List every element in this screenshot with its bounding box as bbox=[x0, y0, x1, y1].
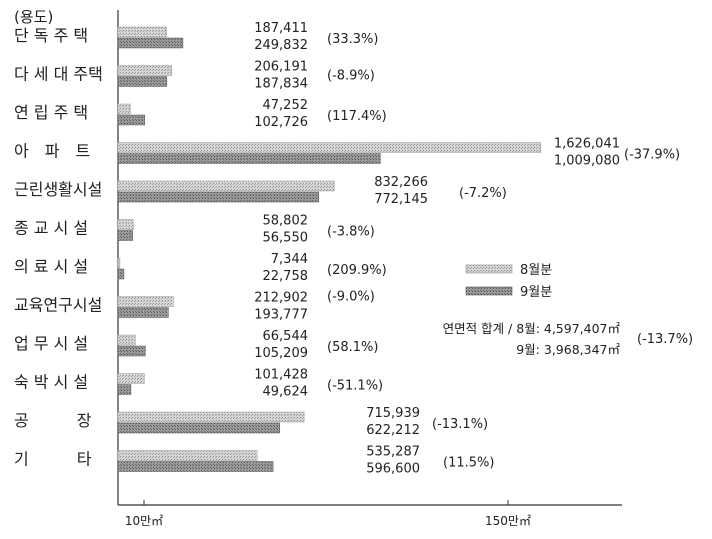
pct-change-label: (117.4%) bbox=[327, 109, 387, 124]
pct-change-label: (-37.9%) bbox=[624, 148, 680, 163]
bar-aug bbox=[117, 180, 335, 192]
category-label: 다 세 대 주택 bbox=[14, 65, 103, 84]
bar-aug bbox=[117, 103, 131, 115]
data-label-sep: 187,834 bbox=[254, 77, 308, 92]
axes: 10만㎡ 150만㎡ bbox=[117, 10, 622, 528]
bar-aug bbox=[117, 296, 174, 307]
category-label: 공 장 bbox=[14, 411, 92, 430]
data-label-sep: 56,550 bbox=[263, 231, 309, 246]
bar-sep bbox=[117, 384, 132, 395]
data-label-sep: 102,726 bbox=[254, 115, 308, 130]
bar-sep bbox=[117, 191, 320, 203]
data-label-aug: 101,428 bbox=[254, 368, 308, 383]
data-label-aug: 832,266 bbox=[374, 175, 428, 190]
bar-sep bbox=[117, 422, 281, 434]
data-label-aug: 715,939 bbox=[366, 406, 420, 421]
category-label: 기 타 bbox=[14, 450, 92, 469]
pct-change-label: (11.5%) bbox=[443, 456, 494, 471]
category-label: 아 파 트 bbox=[14, 142, 90, 161]
bar-aug bbox=[117, 65, 172, 76]
total-note-change: (-13.7%) bbox=[637, 332, 693, 347]
bars bbox=[117, 26, 542, 472]
data-label-sep: 249,832 bbox=[254, 38, 308, 53]
pct-change-label: (209.9%) bbox=[327, 263, 387, 278]
total-note-line2: 9월: 3,968,347㎡ bbox=[516, 342, 620, 357]
pct-change-label: (-8.9%) bbox=[327, 69, 375, 84]
data-label-sep: 772,145 bbox=[374, 192, 428, 207]
bar-aug bbox=[117, 450, 258, 461]
bar-sep bbox=[117, 114, 145, 126]
bar-aug bbox=[117, 142, 542, 153]
bar-aug bbox=[117, 26, 167, 38]
bar-sep bbox=[117, 230, 133, 241]
labels: 단 독 주 택 187,411 249,832 (33.3%) 다 세 대 주택 206,… bbox=[14, 21, 680, 477]
bar-sep bbox=[117, 307, 169, 318]
legend-label-aug: 8월분 bbox=[520, 263, 552, 278]
data-label-sep: 105,209 bbox=[254, 346, 308, 361]
bar-sep bbox=[117, 345, 146, 357]
category-label: 단 독 주 택 bbox=[14, 26, 88, 45]
data-label-sep: 622,212 bbox=[366, 423, 420, 438]
pct-change-label: (33.3%) bbox=[327, 32, 378, 47]
data-label-sep: 1,009,080 bbox=[554, 154, 620, 169]
legend-label-sep: 9월분 bbox=[520, 285, 552, 300]
category-label: 숙 박 시 설 bbox=[14, 373, 88, 392]
pct-change-label: (-3.8%) bbox=[327, 225, 375, 240]
data-label-aug: 58,802 bbox=[263, 214, 309, 229]
total-note-line1: 연면적 합계 / 8월: 4,597,407㎡ bbox=[443, 321, 621, 336]
data-label-aug: 187,411 bbox=[254, 21, 308, 36]
data-label-aug: 206,191 bbox=[254, 60, 308, 75]
data-label-sep: 596,600 bbox=[366, 462, 420, 477]
data-label-aug: 7,344 bbox=[271, 252, 308, 267]
bar-aug bbox=[117, 411, 305, 423]
data-label-aug: 535,287 bbox=[366, 445, 420, 460]
category-label: 교육연구시설 bbox=[14, 296, 102, 315]
legend-swatch-aug bbox=[465, 264, 513, 274]
category-label: 근린생활시설 bbox=[14, 180, 102, 199]
bar-aug bbox=[117, 334, 136, 346]
pct-change-label: (-9.0%) bbox=[327, 290, 375, 305]
bar-sep bbox=[117, 76, 168, 87]
legend-swatch-sep bbox=[465, 286, 513, 296]
data-label-aug: 212,902 bbox=[254, 291, 308, 306]
category-label: 의 료 시 설 bbox=[14, 257, 88, 276]
data-label-aug: 47,252 bbox=[263, 98, 309, 113]
data-label-aug: 1,626,041 bbox=[554, 137, 620, 152]
pct-change-label: (-13.1%) bbox=[432, 417, 488, 432]
bar-aug bbox=[117, 373, 145, 384]
x-tick-label: 150만㎡ bbox=[485, 514, 531, 528]
data-label-sep: 49,624 bbox=[263, 385, 309, 400]
pct-change-label: (-51.1%) bbox=[327, 379, 383, 394]
pct-change-label: (-7.2%) bbox=[459, 186, 507, 201]
legend: 8월분 9월분 bbox=[465, 263, 552, 300]
x-tick-label: 10만㎡ bbox=[125, 514, 163, 528]
category-label: 연 립 주 택 bbox=[14, 103, 88, 122]
bar-aug bbox=[117, 219, 134, 230]
category-label: 종 교 시 설 bbox=[14, 219, 88, 238]
bar-sep bbox=[117, 268, 125, 280]
data-label-sep: 22,758 bbox=[263, 269, 309, 284]
total-note: 연면적 합계 / 8월: 4,597,407㎡ 9월: 3,968,347㎡ (… bbox=[443, 321, 694, 357]
bar-sep bbox=[117, 153, 381, 164]
data-label-sep: 193,777 bbox=[254, 308, 308, 323]
data-label-aug: 66,544 bbox=[263, 329, 309, 344]
category-label: 업 무 시 설 bbox=[14, 334, 88, 353]
bar-aug bbox=[117, 257, 121, 269]
bar-sep bbox=[117, 461, 274, 472]
bar-sep bbox=[117, 37, 184, 49]
y-axis-caption: (용도) bbox=[14, 8, 53, 26]
pct-change-label: (58.1%) bbox=[327, 340, 378, 355]
